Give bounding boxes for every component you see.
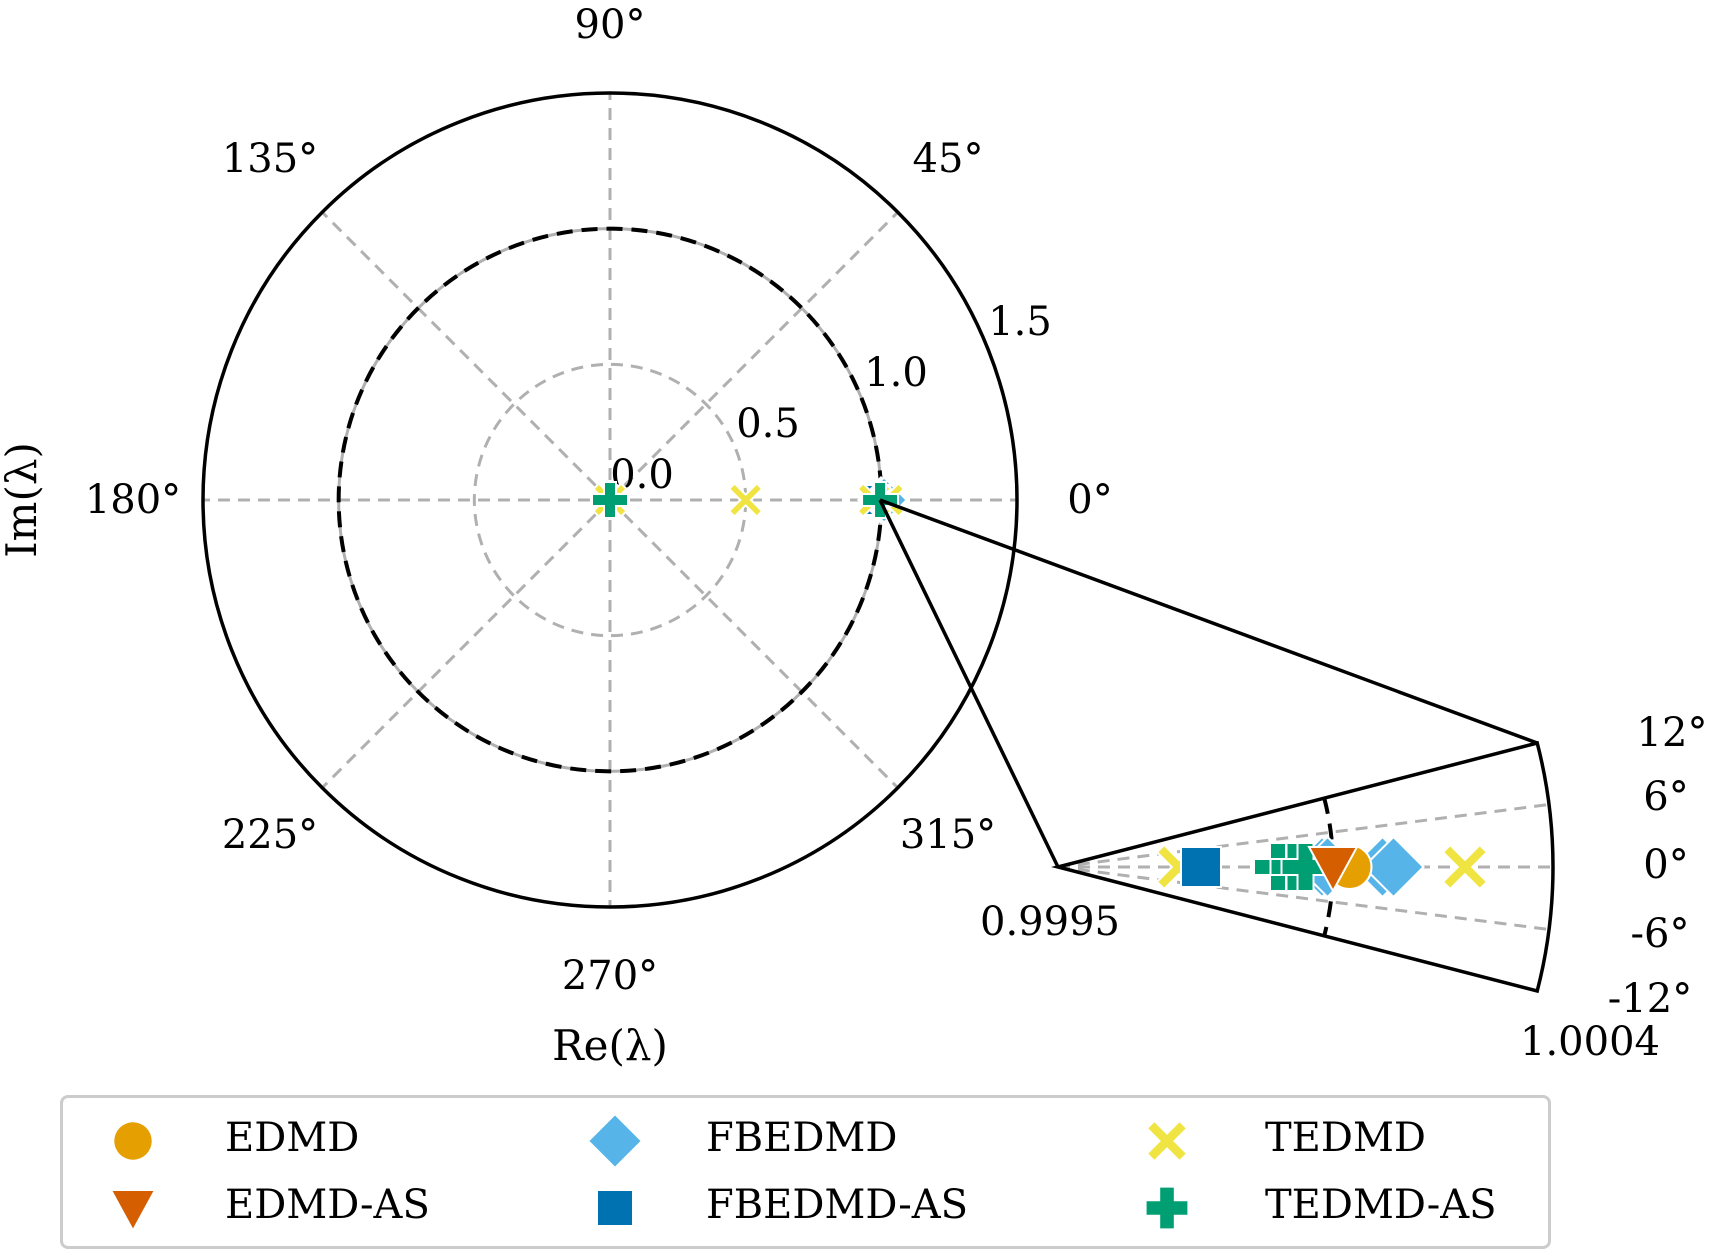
inset-data-points [1155,835,1489,899]
theta-tick-label: 0° [1067,477,1112,523]
legend-marker-x-icon [1148,1122,1186,1160]
theta-tick-label: 90° [575,2,646,48]
y-axis-label: Im(λ) [0,442,46,558]
theta-tick-label: 180° [85,477,181,523]
legend-marker-square-icon [598,1191,632,1225]
legend-marker-plus-icon [1146,1187,1188,1229]
main-axis-labels: 0°45°90°135°180°225°270°315°0.00.51.01.5 [85,2,1113,999]
inset-data-point-tedmd-as [1280,842,1331,892]
r-tick-label: 1.0 [864,350,928,396]
inset-theta-tick-label: 0° [1643,842,1688,888]
main-polar-grid [201,91,1019,909]
theta-tick-label: 315° [900,812,996,858]
inset-data-point-edmd-as [1307,846,1359,894]
inset-data-point-fbedmd-as [1180,846,1222,888]
inset-theta-tick-label: -6° [1631,911,1690,957]
inset-theta-tick-label: -12° [1608,976,1692,1022]
theta-tick-label: 45° [913,136,984,182]
theta-tick-label: 225° [222,812,318,858]
legend-label: TEDMD [1265,1115,1426,1161]
data-point-tedmd-as [591,481,629,519]
legend-label: FBEDMD [706,1115,898,1161]
inset-r-tick-label: 1.0004 [1520,1019,1660,1065]
legend-label: EDMD-AS [225,1182,430,1228]
theta-tick-label: 135° [222,136,318,182]
data-point-tedmd [727,482,764,518]
inset-theta-tick-label: 12° [1637,710,1708,756]
legend-label: EDMD [225,1115,360,1161]
r-tick-label: 0.5 [736,401,800,447]
inset-axis-labels: 12° 6° 0° -6° -12° 0.9995 1.0004 [980,710,1707,1065]
x-axis-label: Re(λ) [552,1021,668,1070]
r-tick-label: 1.5 [988,299,1052,345]
legend-label: FBEDMD-AS [706,1182,968,1228]
legend-marker-triangle-down-icon [112,1191,154,1229]
zoom-connector-lines [878,498,1538,868]
inset-theta-tick-label: 6° [1643,774,1688,820]
inset-r-tick-label: 0.9995 [980,899,1120,945]
legend-marker-diamond-icon [589,1115,641,1167]
legend-marker-circle-icon [114,1122,152,1160]
legend-label: TEDMD-AS [1265,1182,1497,1228]
theta-tick-label: 270° [562,953,658,999]
inset-data-point-tedmd [1441,843,1489,891]
inset-data-point-fbedmd [1362,835,1425,899]
legend: EDMD EDMD-AS FBEDMD FBEDMD-AS TEDMD TEDMD-AS [60,1095,1551,1249]
